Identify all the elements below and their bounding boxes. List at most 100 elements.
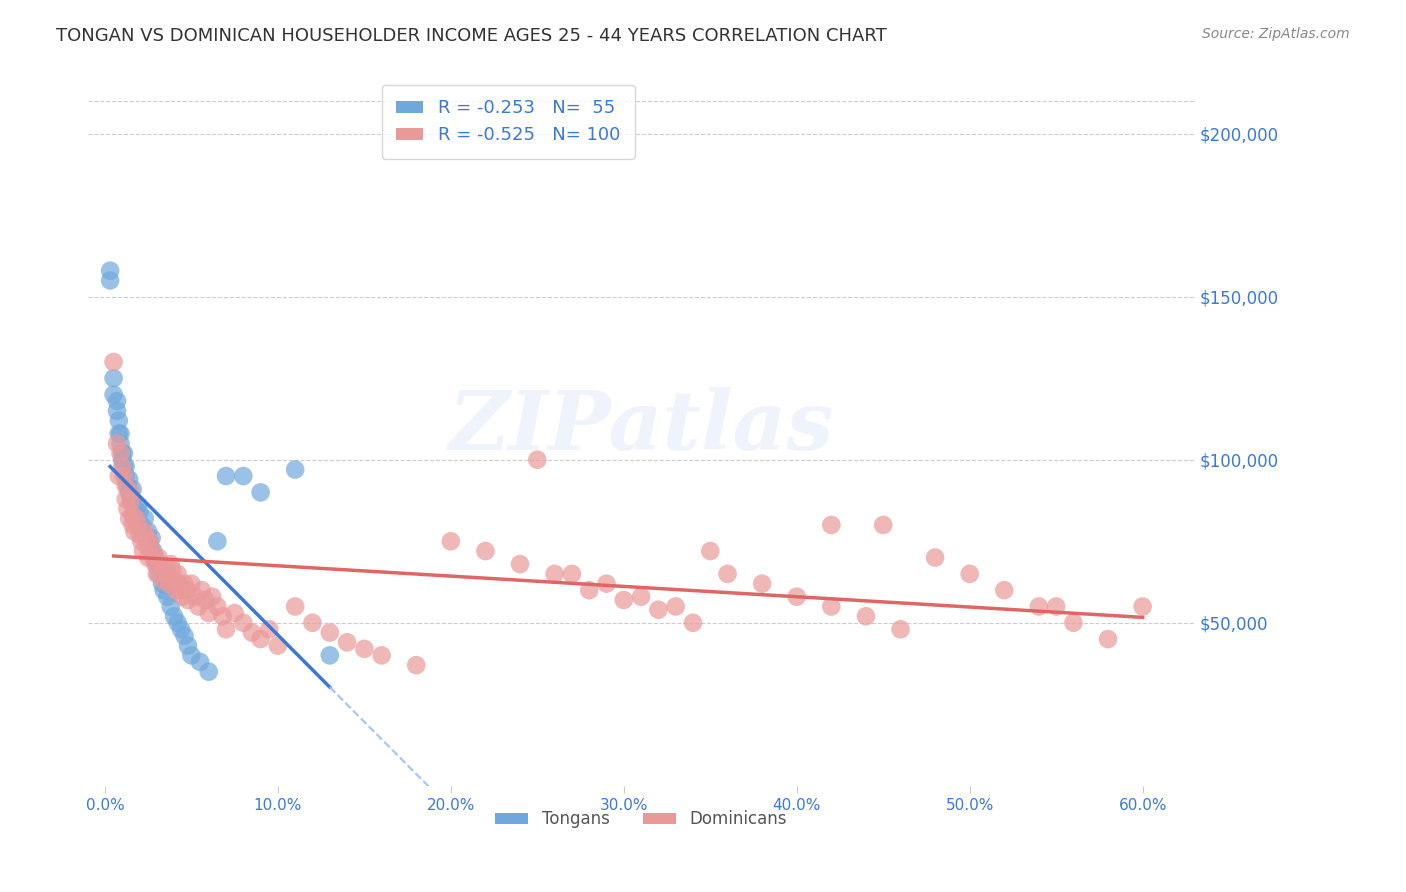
Point: [136, 541, 159, 555]
Point: [207, 599, 229, 614]
Point: [103, 387, 125, 401]
Point: [121, 508, 143, 523]
Point: [959, 566, 981, 581]
Point: [440, 534, 463, 549]
Point: [129, 534, 152, 549]
Point: [1045, 599, 1067, 614]
Point: [889, 622, 911, 636]
Point: [699, 544, 721, 558]
Point: [124, 501, 146, 516]
Point: [284, 599, 307, 614]
Point: [353, 641, 375, 656]
Point: [143, 550, 166, 565]
Point: [105, 436, 128, 450]
Text: ZIPatlas: ZIPatlas: [449, 387, 834, 467]
Point: [224, 606, 246, 620]
Point: [170, 583, 193, 598]
Point: [180, 648, 202, 663]
Point: [595, 576, 617, 591]
Point: [201, 590, 224, 604]
Point: [118, 511, 141, 525]
Point: [187, 599, 209, 614]
Point: [215, 469, 238, 483]
Point: [211, 609, 233, 624]
Point: [98, 273, 121, 287]
Point: [141, 544, 163, 558]
Point: [121, 495, 143, 509]
Point: [111, 459, 134, 474]
Point: [152, 574, 174, 588]
Point: [267, 639, 290, 653]
Point: [142, 544, 165, 558]
Point: [152, 583, 174, 598]
Point: [112, 459, 135, 474]
Point: [111, 452, 134, 467]
Point: [207, 534, 229, 549]
Point: [786, 590, 808, 604]
Point: [118, 472, 141, 486]
Point: [526, 452, 548, 467]
Point: [665, 599, 688, 614]
Point: [647, 603, 669, 617]
Point: [149, 557, 172, 571]
Point: [127, 518, 149, 533]
Point: [284, 462, 307, 476]
Point: [716, 566, 738, 581]
Point: [613, 593, 636, 607]
Point: [110, 426, 132, 441]
Point: [112, 469, 135, 483]
Point: [578, 583, 600, 598]
Point: [129, 518, 152, 533]
Point: [110, 446, 132, 460]
Point: [197, 665, 219, 679]
Point: [112, 446, 135, 460]
Point: [103, 371, 125, 385]
Point: [107, 426, 129, 441]
Point: [155, 560, 177, 574]
Point: [249, 485, 271, 500]
Point: [127, 499, 149, 513]
Point: [120, 491, 142, 506]
Point: [1097, 632, 1119, 646]
Point: [319, 648, 342, 663]
Point: [135, 531, 157, 545]
Point: [166, 615, 188, 630]
Point: [136, 524, 159, 539]
Point: [150, 576, 173, 591]
Point: [148, 566, 170, 581]
Point: [156, 566, 179, 581]
Point: [191, 583, 214, 598]
Point: [177, 593, 200, 607]
Point: [197, 606, 219, 620]
Point: [146, 557, 169, 571]
Point: [240, 625, 263, 640]
Point: [162, 564, 184, 578]
Point: [124, 524, 146, 539]
Point: [336, 635, 359, 649]
Text: Source: ZipAtlas.com: Source: ZipAtlas.com: [1202, 27, 1350, 41]
Point: [117, 479, 139, 493]
Point: [166, 566, 188, 581]
Point: [405, 658, 427, 673]
Point: [141, 531, 163, 545]
Point: [156, 590, 179, 604]
Point: [872, 518, 894, 533]
Point: [232, 469, 254, 483]
Legend: Tongans, Dominicans: Tongans, Dominicans: [488, 804, 794, 835]
Point: [139, 534, 162, 549]
Point: [157, 576, 180, 591]
Point: [188, 655, 211, 669]
Point: [319, 625, 342, 640]
Point: [107, 469, 129, 483]
Point: [148, 550, 170, 565]
Point: [120, 495, 142, 509]
Point: [146, 566, 169, 581]
Point: [128, 505, 150, 519]
Text: TONGAN VS DOMINICAN HOUSEHOLDER INCOME AGES 25 - 44 YEARS CORRELATION CHART: TONGAN VS DOMINICAN HOUSEHOLDER INCOME A…: [56, 27, 887, 45]
Point: [184, 590, 207, 604]
Point: [136, 534, 159, 549]
Point: [1132, 599, 1154, 614]
Point: [215, 622, 238, 636]
Point: [682, 615, 704, 630]
Point: [132, 527, 155, 541]
